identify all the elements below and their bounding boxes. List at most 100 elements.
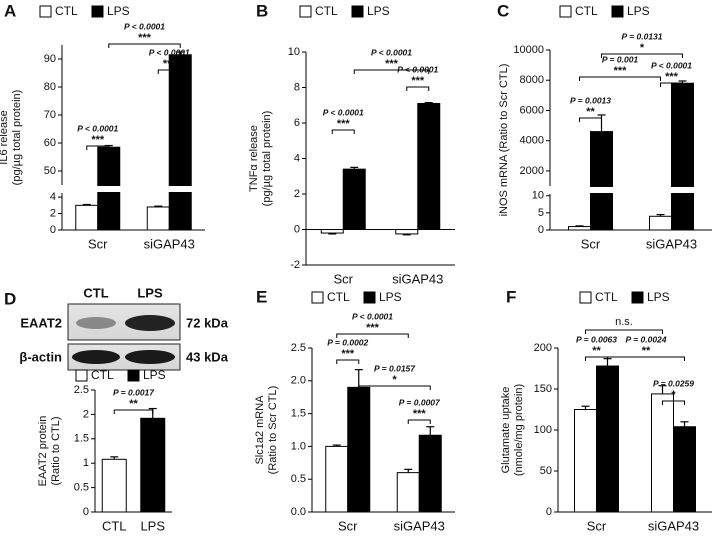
x-tick-label: CTL — [102, 518, 127, 533]
y-axis-label: (Ratio to Scr CTL) — [267, 386, 279, 475]
significance-stars: n.s. — [615, 316, 633, 328]
y-tick-label: 4000 — [520, 135, 544, 147]
blot-band — [125, 350, 175, 364]
p-value: P < 0.0001 — [651, 60, 692, 70]
panel-letter: C — [497, 1, 509, 20]
significance-stars: ** — [129, 398, 138, 410]
legend-label: LPS — [647, 290, 670, 304]
p-value: P < 0.0001 — [397, 64, 438, 74]
significance-bracket — [336, 359, 360, 364]
significance-bracket — [86, 145, 110, 150]
significance-bracket — [157, 69, 181, 74]
bar — [146, 206, 170, 231]
legend-swatch — [311, 291, 324, 304]
y-tick-label: 200 — [534, 342, 552, 354]
bar — [673, 426, 696, 513]
legend-label: CTL — [575, 4, 598, 18]
x-tick-label: LPS — [140, 518, 165, 533]
legend-swatch — [579, 291, 592, 304]
significance-stars: *** — [138, 32, 152, 44]
y-tick-label: 5 — [538, 207, 544, 219]
p-value: P = 0.0063 — [576, 334, 617, 344]
p-value: P = 0.0259 — [653, 378, 694, 388]
y-tick-label: 100 — [534, 424, 552, 436]
significance-bracket — [579, 76, 661, 81]
bar — [568, 226, 591, 231]
legend-label: LPS — [627, 4, 650, 18]
y-tick-label: 0 — [294, 223, 300, 235]
significance-stars: ** — [592, 345, 601, 357]
significance-bracket — [607, 356, 685, 361]
significance-bracket — [601, 53, 683, 58]
y-tick-label: 2.5 — [291, 342, 306, 354]
y-tick-label: 0 — [50, 224, 56, 236]
y-tick-label: 150 — [534, 383, 552, 395]
legend-label: CTL — [315, 4, 338, 18]
significance-stars: *** — [91, 134, 105, 146]
legend-label: LPS — [143, 368, 166, 382]
p-value: P = 0.0017 — [113, 387, 155, 397]
y-tick-label: 60 — [44, 137, 56, 149]
significance-stars: *** — [341, 348, 355, 360]
y-tick-label: 4 — [294, 152, 300, 164]
protein-label: EAAT2 — [20, 315, 62, 330]
y-tick-label: 2.5 — [74, 384, 89, 396]
legend-label: LPS — [367, 4, 390, 18]
legend-label: LPS — [379, 290, 402, 304]
y-axis-label: iNOS mRNA (Ratio to Scr CTL) — [498, 64, 510, 217]
panel-letter: B — [256, 1, 268, 20]
significance-stars: * — [671, 389, 676, 401]
y-tick-label: 0.0 — [291, 506, 306, 518]
y-tick-label: 10000 — [513, 44, 544, 56]
legend-swatch — [91, 5, 104, 18]
p-value: P = 0.0007 — [399, 397, 441, 407]
legend-swatch — [39, 5, 52, 18]
p-value: P = 0.0131 — [621, 31, 662, 41]
significance-bracket — [662, 400, 685, 405]
bar — [342, 168, 366, 230]
lane-label: LPS — [137, 285, 163, 300]
axis-break-gap — [168, 186, 193, 192]
axis-break-gap — [670, 187, 695, 193]
significance-bracket — [331, 129, 355, 134]
y-tick-label: 8 — [294, 81, 300, 93]
panel-letter: D — [4, 289, 16, 308]
bar — [651, 393, 674, 513]
y-tick-label: 4 — [50, 191, 56, 203]
y-tick-label: 0 — [546, 506, 552, 518]
blot-band — [125, 315, 175, 331]
y-tick-label: 0 — [83, 506, 89, 518]
legend-swatch — [631, 291, 644, 304]
x-tick-label: siGAP43 — [144, 236, 195, 251]
bar — [347, 386, 371, 513]
legend-swatch — [127, 369, 140, 382]
y-tick-label: 0.5 — [291, 473, 306, 485]
axis-break-gap — [96, 186, 121, 192]
legend-swatch — [351, 5, 364, 18]
y-tick-label: 80 — [44, 81, 56, 93]
x-tick-label: Scr — [338, 518, 358, 533]
significance-stars: *** — [411, 75, 425, 87]
significance-bracket — [108, 43, 181, 48]
lane-label: CTL — [83, 285, 108, 300]
x-tick-label: Scr — [88, 236, 108, 251]
legend-swatch — [299, 5, 312, 18]
y-axis-label: (Ratio to CTL) — [50, 416, 62, 485]
panel-letter: E — [256, 287, 267, 306]
significance-stars: *** — [163, 58, 177, 70]
x-tick-label: siGAP43 — [648, 518, 699, 533]
y-tick-label: 50 — [540, 465, 552, 477]
p-value: P < 0.0001 — [352, 311, 393, 321]
significance-bracket — [585, 329, 663, 334]
bar — [671, 82, 694, 231]
y-tick-label: 2.0 — [291, 375, 306, 387]
significance-stars: *** — [665, 71, 679, 83]
legend-swatch — [559, 5, 572, 18]
bar — [395, 229, 419, 235]
p-value: P = 0.0002 — [327, 337, 368, 347]
x-tick-label: Scr — [334, 271, 354, 286]
y-tick-label: 2 — [294, 188, 300, 200]
y-tick-label: 2 — [50, 207, 56, 219]
y-axis-label: TNFα release — [248, 125, 260, 192]
legend-label: CTL — [327, 290, 350, 304]
